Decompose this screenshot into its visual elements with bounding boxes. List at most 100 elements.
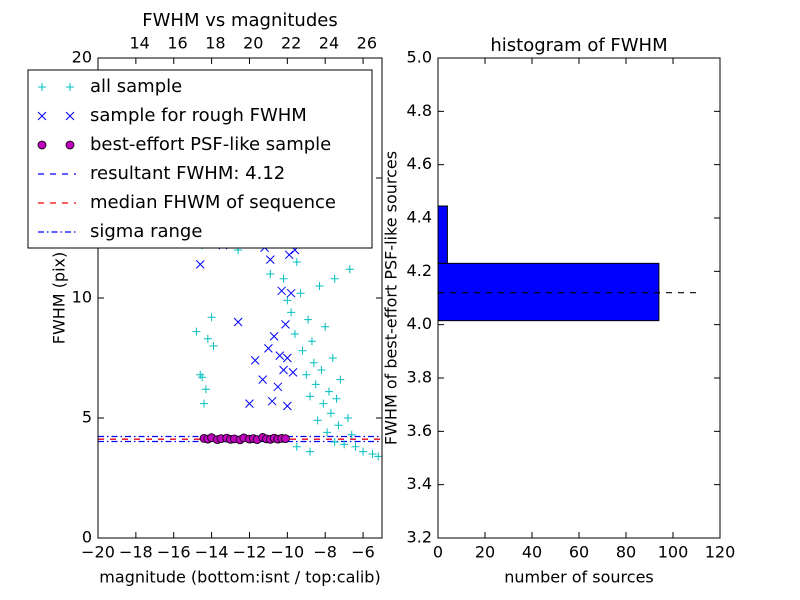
legend-marker [65, 111, 75, 121]
point [201, 385, 210, 394]
legend-label: sigma range [90, 221, 202, 242]
point [198, 373, 207, 382]
x-tick-label: −14 [195, 543, 229, 562]
point [207, 313, 216, 322]
x-axis-label: number of sources [504, 568, 654, 587]
x-axis-label: magnitude (bottom:isnt / top:calib) [99, 568, 380, 587]
point [319, 399, 328, 408]
legend-label: sample for rough FWHM [90, 105, 307, 126]
x-tick-label: 80 [616, 543, 636, 562]
y-tick-label: 3.2 [407, 528, 432, 547]
x-tick-label: 120 [705, 543, 736, 562]
point [336, 375, 345, 384]
y-axis-label: FWHM of best-effort PSF-like sources [382, 151, 401, 445]
x-tick-label: 20 [475, 543, 495, 562]
point [284, 250, 294, 260]
point [326, 409, 335, 418]
point [282, 401, 292, 411]
point [200, 399, 209, 408]
point [277, 286, 287, 296]
chart-title: histogram of FWHM [490, 35, 667, 56]
point [269, 332, 279, 341]
point [281, 320, 290, 329]
point [324, 387, 333, 396]
point [283, 296, 292, 305]
x-tick-label: −16 [157, 543, 191, 562]
point [287, 308, 296, 317]
point [266, 270, 275, 278]
point [250, 356, 260, 365]
point [343, 414, 352, 422]
point [279, 274, 288, 283]
x-tick-label: −12 [233, 543, 267, 562]
axes-frame [97, 57, 383, 539]
point [258, 375, 268, 384]
point [281, 434, 290, 444]
point [282, 353, 292, 363]
point [273, 382, 283, 392]
x-tick-label: −8 [313, 543, 337, 562]
y-tick-label: 4.8 [407, 101, 432, 120]
x2-tick-label: 16 [167, 34, 187, 53]
point [195, 260, 205, 269]
x2-tick-label: 14 [129, 34, 149, 53]
legend-marker [37, 140, 47, 150]
legend-label: resultant FWHM: 4.12 [90, 163, 285, 184]
point [330, 274, 339, 283]
plot-area [438, 205, 660, 322]
point [288, 368, 298, 377]
point [330, 438, 339, 446]
point [351, 442, 360, 451]
point [347, 430, 356, 439]
point [267, 396, 277, 406]
legend-box [27, 69, 373, 249]
y-axis-label: FWHM (pix) [50, 252, 69, 345]
x-tick-label: −20 [81, 543, 115, 562]
x-tick-label: −10 [270, 543, 304, 562]
point [311, 380, 320, 389]
y-tick-label: 5.0 [407, 48, 432, 67]
x2-tick-label: 18 [205, 34, 225, 53]
point [233, 317, 243, 327]
point [275, 351, 285, 360]
point [209, 342, 218, 350]
point [368, 450, 377, 458]
y-tick-label: 4.2 [407, 261, 432, 280]
legend-marker [65, 140, 75, 150]
point [334, 421, 343, 430]
point [292, 258, 301, 266]
point [323, 428, 332, 437]
point [265, 255, 275, 264]
x2-tick-label: 22 [281, 34, 301, 53]
x2-tick-label: 24 [319, 34, 339, 53]
legend-marker [38, 83, 46, 91]
axes-frame [437, 57, 721, 539]
bar [438, 262, 660, 322]
legend-label: best-effort PSF-like sample [90, 134, 331, 155]
x-tick-label: 100 [658, 543, 689, 562]
y-tick-label: 10 [72, 288, 92, 307]
x-tick-label: 40 [522, 543, 542, 562]
point [290, 330, 299, 338]
point [328, 354, 337, 362]
bar [438, 205, 448, 264]
y-tick-label: 3.4 [407, 474, 432, 493]
point [264, 344, 273, 353]
y-tick-label: 3.6 [407, 421, 432, 440]
y-tick-label: 5 [82, 408, 92, 427]
plot-area [98, 238, 382, 461]
point [302, 370, 311, 379]
point [315, 282, 324, 290]
point [317, 366, 326, 374]
point [321, 322, 330, 331]
point [332, 394, 341, 403]
y-tick-label: 4.0 [407, 314, 432, 333]
point [292, 442, 301, 451]
y-tick-label: 0 [82, 528, 92, 547]
point [286, 288, 296, 298]
point [374, 452, 382, 461]
point [309, 358, 318, 367]
x2-tick-label: 26 [357, 34, 377, 53]
y-tick-label: 4.6 [407, 154, 432, 173]
point [306, 447, 315, 456]
